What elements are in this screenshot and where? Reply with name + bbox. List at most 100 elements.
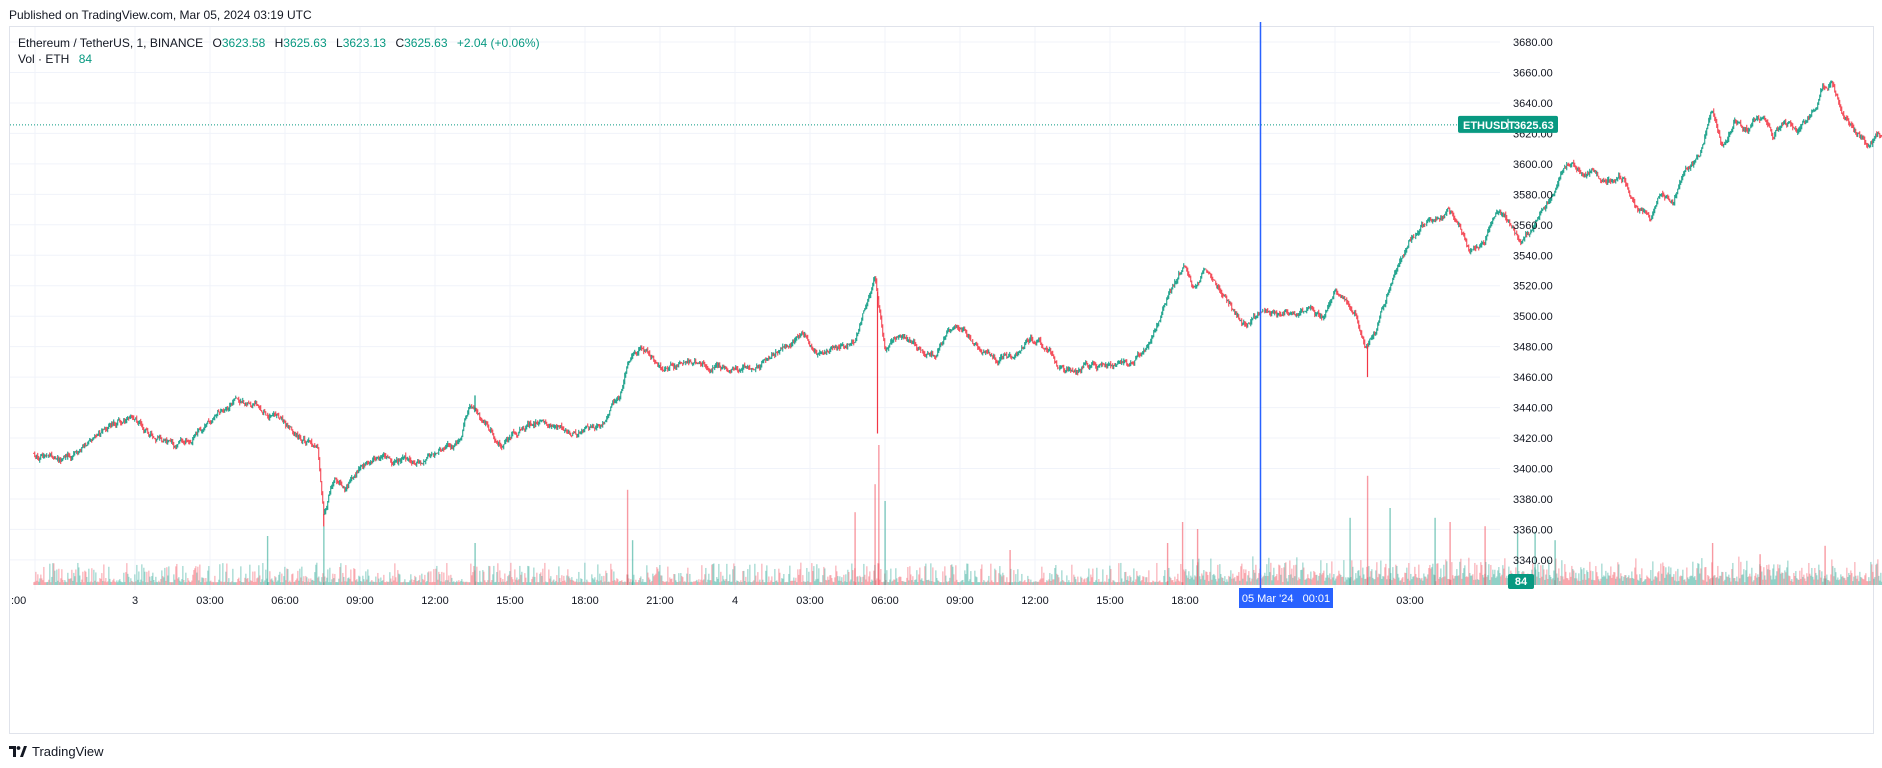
price-axis[interactable]: 3340.003360.003380.003400.003420.003440.… (1513, 37, 1553, 567)
price-tick-label: 3500.00 (1513, 311, 1553, 323)
volume-bar (1776, 571, 1778, 585)
time-axis[interactable]: :00 3 03:00 06:00 09:00 12:00 15:00 18:00 21:00 4… (11, 595, 1424, 607)
volume-bar (582, 582, 584, 585)
volume-bar (575, 581, 577, 585)
volume-bar (156, 581, 158, 585)
volume-bar (1860, 577, 1862, 585)
volume-bar (1492, 569, 1494, 585)
volume-bar (966, 563, 968, 585)
volume-bar (1311, 579, 1313, 585)
volume-bar (952, 566, 954, 585)
volume-bar (480, 581, 482, 585)
volume-bar (133, 582, 135, 585)
volume-bar (1657, 572, 1659, 585)
volume-bar (271, 578, 273, 585)
volume-bar (1289, 560, 1291, 585)
volume-bar (1863, 579, 1865, 585)
volume-bar (760, 582, 762, 585)
volume-bar (84, 570, 86, 585)
volume-bar (1824, 545, 1826, 585)
volume-bar (1417, 577, 1419, 585)
volume-bar (301, 566, 303, 585)
tradingview-brand[interactable]: TradingView (9, 744, 104, 759)
volume-bar (1695, 579, 1697, 585)
volume-bar (1537, 563, 1539, 585)
volume-bar (676, 581, 678, 585)
volume-bar (1010, 568, 1012, 585)
volume-bar (563, 575, 565, 585)
volume-bar (427, 572, 429, 585)
volume-bar (969, 579, 971, 585)
volume-bar (1427, 574, 1429, 585)
volume-bar (1310, 571, 1312, 585)
volume-bar (1131, 582, 1133, 585)
volume-bar (745, 576, 747, 585)
volume-bar (1455, 575, 1457, 585)
volume-bar (457, 582, 459, 585)
volume-bar (79, 575, 81, 585)
volume-bar (644, 581, 646, 585)
volume-bar (902, 581, 904, 585)
volume-bar (910, 574, 912, 585)
volume-bar (1222, 577, 1224, 585)
volume-bar (518, 579, 520, 585)
volume-bar (485, 582, 487, 585)
volume-bar (1577, 580, 1579, 585)
volume-bar (385, 582, 387, 585)
volume-bar (135, 581, 137, 585)
volume-bar (545, 581, 547, 585)
volume-bar (359, 576, 361, 585)
ohlc-row[interactable]: Ethereum / TetherUS, 1, BINANCE O3623.58… (18, 35, 540, 51)
volume-bar (1703, 580, 1705, 585)
volume-bar (578, 571, 580, 585)
volume-bar (163, 577, 165, 585)
symbol-title[interactable]: Ethereum / TetherUS, 1, BINANCE (18, 36, 204, 50)
volume-bar (1419, 577, 1421, 585)
volume-bar (323, 526, 325, 585)
volume-bar (1799, 570, 1801, 585)
chart-frame[interactable] (9, 26, 1874, 734)
volume-bar (1667, 572, 1669, 585)
volume-bar (1847, 577, 1849, 585)
volume-bar (1180, 563, 1182, 585)
volume-bar (236, 582, 238, 585)
volume-bar (1106, 574, 1108, 585)
volume-bar (754, 563, 756, 585)
volume-bar (788, 573, 790, 585)
volume-row[interactable]: Vol · ETH 84 (18, 51, 540, 67)
volume-bar (416, 581, 418, 585)
volume-bar (641, 581, 643, 585)
volume-bar (566, 575, 568, 585)
time-tick-label: 15:00 (1096, 595, 1124, 607)
volume-bar (665, 581, 667, 585)
volume-bar (1721, 571, 1723, 585)
volume-bar (638, 580, 640, 585)
volume-label[interactable]: Vol · ETH (18, 52, 70, 66)
volume-bar (715, 581, 717, 585)
volume-bar (1826, 574, 1828, 585)
volume-bar (1596, 572, 1598, 585)
volume-bar (808, 571, 810, 585)
volume-bar (537, 582, 539, 585)
volume-bar (1670, 567, 1672, 585)
volume-bar (832, 581, 834, 585)
volume-bar (210, 580, 212, 585)
volume-bar (372, 581, 374, 585)
volume-bar (603, 575, 605, 585)
volume-bar (400, 582, 402, 585)
volume-bar (398, 573, 400, 585)
volume-bar (374, 581, 376, 585)
volume-bar (1598, 579, 1600, 585)
volume-bar (1301, 569, 1303, 585)
volume-bar (251, 581, 253, 585)
volume-bar (1605, 570, 1607, 585)
time-tick-label: 09:00 (346, 595, 374, 607)
volume-bar (283, 576, 285, 585)
volume-bar (668, 582, 670, 585)
volume-bar (974, 570, 976, 585)
volume-bar (1130, 577, 1132, 585)
volume-bar (1479, 572, 1481, 585)
volume-bar (1018, 581, 1020, 585)
volume-bar (278, 574, 280, 585)
